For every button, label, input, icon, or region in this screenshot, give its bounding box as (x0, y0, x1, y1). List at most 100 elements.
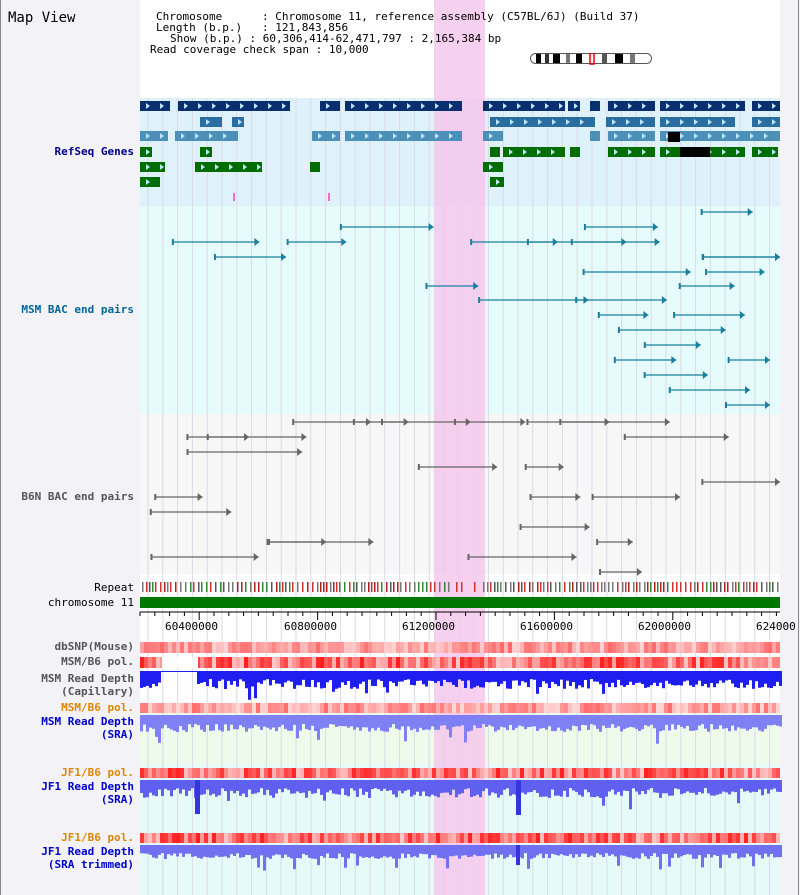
read-depth-bar (236, 845, 239, 854)
read-depth-bar (485, 715, 488, 727)
heatmap-cell (640, 657, 644, 668)
heatmap-cell (684, 833, 688, 843)
strand-arrow (628, 133, 632, 139)
pair-end-arrow (759, 268, 765, 276)
repeat-element (680, 582, 682, 592)
heatmap-cell (400, 833, 404, 843)
read-depth-bar (569, 671, 572, 686)
heatmap-cell (644, 703, 648, 713)
read-depth-bar (761, 671, 764, 688)
track-label-msm-bac[interactable]: MSM BAC end pairs (21, 303, 134, 316)
heatmap-cell (760, 703, 764, 713)
track-label-dbsnp[interactable]: dbSNP(Mouse) (54, 640, 134, 653)
read-depth-bar (563, 780, 566, 791)
highlight-region[interactable] (434, 0, 485, 895)
heatmap-cell (412, 768, 416, 778)
read-depth-bar (371, 845, 374, 857)
heatmap-cell (252, 657, 256, 668)
heatmap-cell (348, 703, 352, 713)
read-depth-bar (323, 671, 326, 688)
track-label-msm-depth-cap-1[interactable]: MSM Read Depth (41, 672, 134, 685)
read-depth-bar (224, 715, 227, 725)
read-depth-bar (278, 845, 281, 855)
repeat-element (282, 582, 284, 592)
track-label-msm-depth-sra-1[interactable]: MSM Read Depth (41, 715, 134, 728)
heatmap-cell (232, 642, 236, 653)
read-depth-bar (767, 845, 770, 857)
track-label-refseq[interactable]: RefSeq Genes (54, 145, 134, 158)
heatmap-cell (292, 833, 296, 843)
heatmap-cell (280, 642, 284, 653)
read-depth-bar (752, 715, 755, 728)
heatmap-cell (620, 657, 624, 668)
read-depth-bar (344, 780, 347, 796)
heatmap-cell (676, 703, 680, 713)
read-depth-bar (206, 671, 209, 687)
read-depth-bar (398, 715, 401, 730)
heatmap-cell (620, 768, 624, 778)
read-depth-bar (698, 671, 701, 681)
read-depth-bar (548, 780, 551, 798)
read-depth-bar (209, 845, 212, 858)
read-depth-bar (659, 845, 662, 870)
heatmap-cell (404, 768, 408, 778)
heatmap-cell (712, 657, 716, 668)
track-label-jf1-pol-1[interactable]: JF1/B6 pol. (61, 766, 134, 779)
read-depth-bar (674, 671, 677, 686)
read-depth-bar (554, 715, 557, 732)
read-depth-bar (299, 780, 302, 794)
read-depth-bar (635, 715, 638, 729)
strand-arrow (503, 103, 507, 109)
read-depth-bar (734, 671, 737, 688)
heatmap-cell (336, 657, 340, 668)
pair-end-arrow (765, 356, 770, 364)
track-label-b6n-bac[interactable]: B6N BAC end pairs (21, 490, 134, 503)
heatmap-cell (176, 642, 180, 653)
msm-bac-pairs-features[interactable] (171, 208, 780, 409)
chromosome-ideogram[interactable] (530, 53, 654, 65)
read-depth-bar (356, 671, 359, 689)
track-label-jf1-depth-trim-1[interactable]: JF1 Read Depth (41, 845, 134, 858)
repeat-element (639, 582, 641, 592)
heatmap-cell (272, 703, 276, 713)
strand-arrow (212, 103, 216, 109)
heatmap-cell (544, 768, 548, 778)
track-label-msm-pol-2[interactable]: MSM/B6 pol. (61, 701, 134, 714)
track-label-chromosome[interactable]: chromosome 11 (47, 596, 134, 609)
read-depth-bar (584, 845, 587, 854)
repeat-element (361, 582, 363, 592)
read-depth-bar (218, 671, 221, 681)
read-depth-bar (731, 780, 734, 792)
read-depth-bar (161, 845, 164, 854)
heatmap-cell (684, 657, 688, 668)
length-value: 121,843,856 (275, 21, 349, 34)
read-depth-bar (380, 715, 383, 731)
repeat-element (529, 582, 531, 592)
read-depth-bar (467, 671, 470, 681)
track-label-repeat[interactable]: Repeat (94, 581, 134, 594)
read-depth-bar (551, 780, 554, 790)
heatmap-cell (268, 657, 272, 668)
b6n-bac-pairs-features[interactable] (149, 418, 780, 576)
read-depth-bar (455, 845, 458, 856)
track-label-jf1-pol-2[interactable]: JF1/B6 pol. (61, 831, 134, 844)
repeat-element (583, 582, 585, 592)
read-depth-bar (350, 845, 353, 854)
read-depth-bar (632, 780, 635, 789)
heatmap-cell (548, 768, 552, 778)
read-depth-bar (425, 671, 428, 687)
read-depth-bar (401, 845, 404, 854)
read-depth-bar (572, 845, 575, 858)
refseq-genes-features[interactable] (140, 101, 780, 201)
repeat-element (254, 582, 256, 592)
strand-arrow (393, 103, 397, 109)
read-depth-bar (677, 671, 680, 686)
heatmap-cell (284, 768, 288, 778)
track-label-jf1-depth-sra-1[interactable]: JF1 Read Depth (41, 780, 134, 793)
repeat-element (702, 582, 704, 592)
strand-arrow (640, 119, 644, 125)
repeat-element (330, 582, 332, 592)
track-label-msm-pol-1[interactable]: MSM/B6 pol. (61, 655, 134, 668)
read-depth-bar (482, 715, 485, 725)
